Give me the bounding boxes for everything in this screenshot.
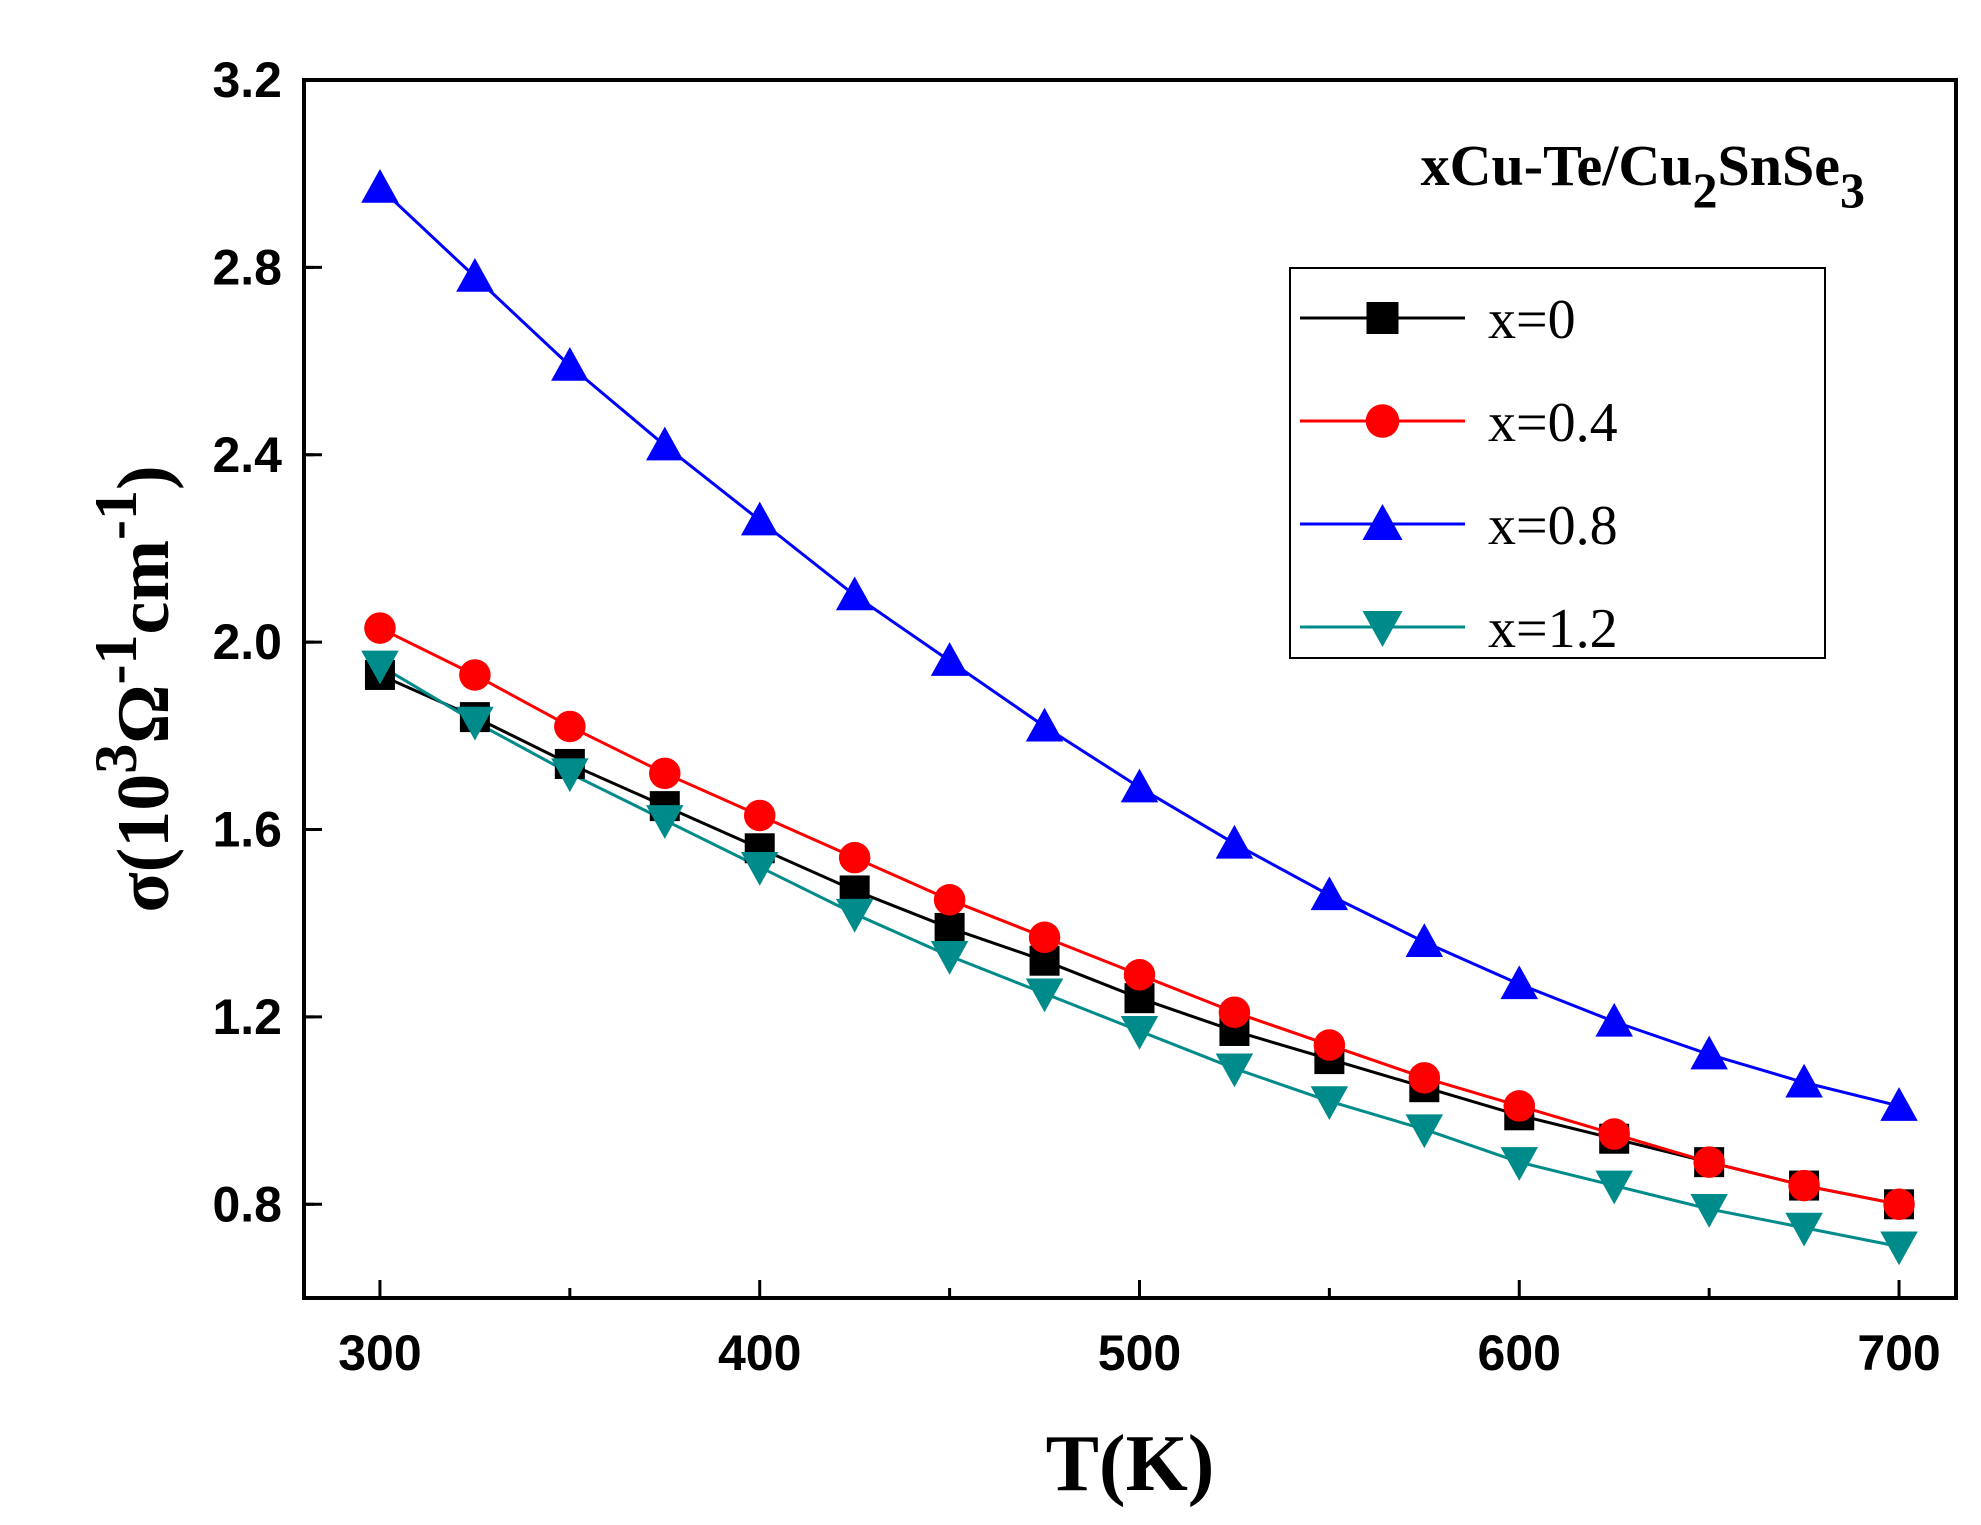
legend: x=0 x=0.4 x=0.8 x=1.2 [1300,289,1618,660]
series-markers [361,168,1918,1266]
y-title-suffix: ) [103,465,185,490]
data-point-x=0-450 [934,912,965,943]
series-line-x=0 [379,673,1900,1206]
x-tick-label-500: 500 [1098,1325,1181,1381]
data-point-x=0.8-550 [1310,876,1349,911]
data-point-x=0.4-475 [1028,921,1061,954]
legend-label-x=1.2: x=1.2 [1488,598,1618,660]
data-point-x=0.8-675 [1785,1063,1823,1098]
series-line-x=0.4 [379,626,1900,1206]
data-point-x=0.4-575 [1408,1062,1441,1094]
data-point-x=0.8-625 [1595,1002,1633,1037]
data-point-x=0.4-400 [743,799,776,832]
data-point-x=1.2-475 [1025,978,1064,1013]
data-point-x=1.2-350 [551,758,589,793]
y-tick-label-2: 2.0 [212,614,282,670]
y-title-sup-1: 3 [83,744,149,774]
data-point-x=1.2-300 [361,650,399,685]
annotation-sub-2: 3 [1840,162,1865,218]
x-tick-label-400: 400 [718,1325,801,1381]
data-point-x=1.2-525 [1215,1053,1254,1088]
y-title-omega: Ω [103,684,185,743]
y-tick-label-3.2: 3.2 [212,52,282,108]
data-point-x=0.8-700 [1880,1087,1918,1121]
annotation-sub-1: 2 [1692,162,1717,218]
data-point-x=0.4-700 [1883,1188,1915,1221]
legend-label-x=0: x=0 [1488,289,1576,351]
legend-label-x=0.8: x=0.8 [1488,495,1618,557]
data-point-x=0.8-525 [1215,824,1254,859]
data-point-x=0.4-600 [1503,1090,1536,1122]
legend-marker-x=0 [1366,302,1399,334]
data-point-x=0.4-300 [364,612,396,644]
plot-frame [302,78,1958,1300]
data-point-x=0.8-475 [1025,707,1064,742]
data-point-x=0.8-575 [1405,923,1444,957]
data-point-x=0.8-450 [930,642,969,676]
data-point-x=0.8-300 [361,168,399,203]
data-point-x=0.4-325 [459,659,491,691]
y-tick-label-2.8: 2.8 [212,239,282,295]
data-point-x=0.4-525 [1218,996,1251,1028]
data-point-x=0.8-650 [1690,1035,1728,1070]
data-point-x=1.2-325 [456,706,494,741]
x-axis-title: T(K) [1046,1420,1215,1508]
data-point-x=1.2-650 [1690,1193,1728,1228]
data-point-x=0.4-350 [554,710,586,743]
x-tick-label-700: 700 [1857,1325,1940,1381]
data-point-x=0.4-625 [1598,1118,1630,1150]
data-point-x=0.8-425 [835,576,874,611]
legend-label-x=0.4: x=0.4 [1488,392,1618,454]
data-point-x=0.4-375 [649,757,681,790]
y-axis-title: σ(103Ω-1cm-1) [83,465,185,912]
data-point-x=0.4-500 [1123,959,1156,991]
y-title-prefix: σ(10 [103,774,185,913]
y-tick-label-1.2: 1.2 [212,989,282,1045]
data-point-x=1.2-375 [646,805,684,839]
data-point-x=0.4-425 [838,841,871,874]
y-tick-label-1.6: 1.6 [212,802,282,858]
legend-marker-x=1.2 [1362,611,1403,647]
data-point-x=1.2-675 [1785,1212,1823,1247]
y-title-sup-3: -1 [83,490,149,540]
axis-tick-labels: 300 400 500 600 700 0.8 1.2 1.6 2.0 2.4 2.8 3.2 [212,52,1940,1381]
data-point-x=0.8-375 [646,426,684,461]
data-point-x=0.8-350 [551,347,589,381]
x-tick-label-600: 600 [1478,1325,1561,1381]
data-point-x=0.4-450 [933,884,966,916]
data-point-x=0.8-600 [1500,965,1539,1000]
y-tick-label-2.4: 2.4 [212,427,282,483]
y-title-sup-2: -1 [83,634,149,684]
data-point-x=1.2-500 [1120,1015,1159,1050]
annotation-part-2: SnSe [1717,133,1840,198]
data-point-x=0.4-650 [1693,1146,1725,1178]
chart-annotation: xCu-Te/Cu2SnSe3 [1421,133,1865,218]
data-point-x=0.8-500 [1120,768,1159,803]
legend-marker-x=0.4 [1365,404,1400,438]
data-point-x=1.2-575 [1405,1114,1444,1149]
data-point-x=1.2-425 [835,898,874,933]
series-line-x=1.2 [379,664,1900,1248]
annotation-part-1: xCu-Te/Cu [1421,133,1693,198]
axis-ticks [304,78,1901,1298]
data-point-x=1.2-625 [1595,1170,1633,1205]
data-point-x=1.2-400 [740,852,779,886]
data-point-x=1.2-450 [930,941,969,975]
x-tick-label-300: 300 [338,1325,421,1381]
data-point-x=1.2-600 [1500,1147,1539,1181]
y-title-cm: cm [103,540,185,635]
data-point-x=1.2-700 [1880,1231,1918,1266]
data-point-x=0.4-550 [1313,1029,1346,1061]
legend-marker-x=0.8 [1362,504,1403,540]
data-point-x=1.2-550 [1310,1086,1349,1120]
y-tick-label-0.8: 0.8 [212,1176,282,1232]
data-point-x=0.8-325 [456,258,494,292]
data-point-x=0.4-675 [1788,1169,1820,1202]
data-point-x=0.8-400 [740,501,779,536]
